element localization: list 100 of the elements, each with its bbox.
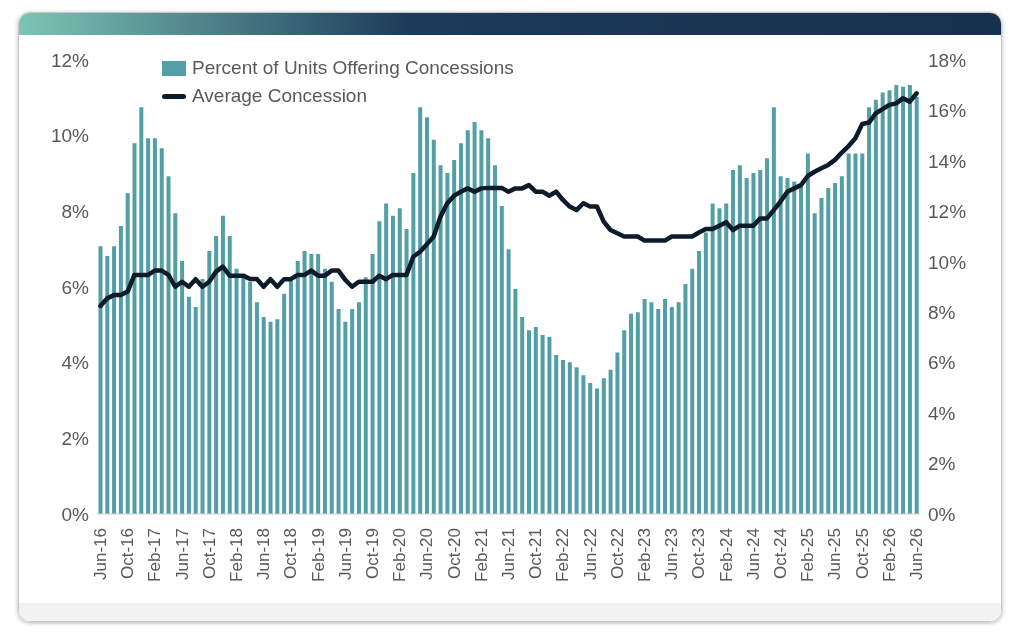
bar — [241, 275, 246, 514]
bar — [275, 319, 280, 514]
bar — [445, 173, 450, 514]
bar — [703, 232, 708, 514]
bar — [887, 90, 892, 514]
x-tick-label: Feb-18 — [226, 528, 246, 582]
bar — [581, 375, 586, 514]
bar — [792, 181, 797, 514]
bar — [302, 251, 307, 514]
x-tick-label: Feb-17 — [145, 528, 165, 582]
x-tick-label: Oct-16 — [118, 528, 138, 580]
bar — [254, 302, 259, 514]
x-tick-label: Oct-24 — [771, 528, 791, 580]
bar — [744, 178, 749, 514]
bar — [377, 221, 382, 514]
bar — [853, 153, 858, 514]
bar — [472, 122, 477, 514]
x-tick-label: Feb-26 — [879, 528, 899, 582]
y-tick-label: 6% — [61, 276, 90, 298]
bar — [608, 369, 613, 514]
bar — [105, 255, 110, 514]
x-tick-label: Jun-21 — [499, 528, 518, 580]
bar — [411, 173, 416, 514]
bar — [595, 388, 600, 514]
bar — [112, 246, 117, 514]
bar — [758, 170, 763, 514]
bar — [826, 187, 831, 514]
x-tick-label: Feb-22 — [553, 528, 573, 582]
y-tick-label: 0% — [61, 503, 90, 525]
x-tick-label: Jun-16 — [90, 528, 110, 580]
y2-tick-label: 16% — [928, 100, 967, 122]
bar — [200, 279, 205, 514]
legend-label: Average Concession — [192, 84, 367, 108]
bar — [336, 308, 341, 514]
y2-tick-label: 8% — [928, 301, 956, 323]
x-tick-label: Feb-23 — [635, 528, 655, 582]
bar — [288, 280, 293, 514]
bar — [683, 283, 688, 514]
y2-tick-label: 0% — [928, 503, 956, 525]
y2-tick-label: 12% — [928, 201, 967, 223]
bar — [431, 139, 436, 514]
y-tick-label: 8% — [61, 201, 90, 223]
bar — [785, 178, 790, 514]
bar — [139, 107, 144, 514]
x-tick-label: Jun-25 — [825, 528, 845, 580]
bar — [329, 281, 334, 514]
bar — [880, 92, 885, 514]
bar — [690, 268, 695, 514]
bar — [316, 254, 321, 514]
bar — [907, 84, 912, 514]
y2-tick-label: 10% — [928, 251, 967, 273]
x-tick-label: Oct-18 — [281, 528, 301, 580]
bar — [846, 153, 851, 514]
bar — [282, 293, 287, 514]
bar — [363, 277, 368, 514]
bar — [248, 281, 253, 514]
bar — [547, 336, 552, 514]
bar — [125, 193, 130, 514]
y2-tick-label: 14% — [928, 150, 967, 172]
bar — [805, 153, 810, 514]
bar — [601, 378, 606, 514]
line-series — [98, 91, 919, 309]
bar — [492, 165, 497, 514]
bar — [418, 107, 423, 514]
y2-tick-label: 2% — [928, 453, 956, 475]
bar — [642, 299, 647, 514]
bar — [309, 254, 314, 514]
bar — [520, 316, 525, 514]
bar — [894, 84, 899, 514]
bar — [384, 203, 389, 514]
x-tick-label: Feb-24 — [716, 528, 736, 582]
bar — [554, 355, 559, 514]
bar — [615, 352, 620, 514]
x-tick-label: Feb-20 — [390, 528, 410, 582]
bar — [901, 86, 906, 514]
bar — [812, 213, 817, 514]
bar — [635, 312, 640, 514]
x-tick-label: Oct-25 — [852, 528, 872, 580]
bar — [724, 203, 729, 514]
bar — [629, 313, 634, 514]
bar — [663, 299, 668, 514]
bar — [778, 176, 783, 514]
bar — [540, 335, 545, 514]
bar — [350, 308, 355, 514]
bar — [180, 260, 185, 514]
bar — [159, 148, 164, 514]
bar — [234, 268, 239, 514]
bar — [765, 158, 770, 514]
bar — [527, 330, 531, 514]
x-tick-label: Oct-19 — [362, 528, 382, 580]
x-tick-label: Jun-23 — [662, 528, 682, 580]
bar — [506, 249, 511, 514]
bar — [486, 138, 491, 514]
bar — [819, 198, 824, 514]
bar — [465, 130, 470, 514]
bar — [404, 229, 409, 514]
x-tick-label: Feb-21 — [471, 528, 491, 582]
bar — [343, 321, 348, 514]
bar — [867, 107, 872, 514]
bar — [731, 170, 736, 514]
